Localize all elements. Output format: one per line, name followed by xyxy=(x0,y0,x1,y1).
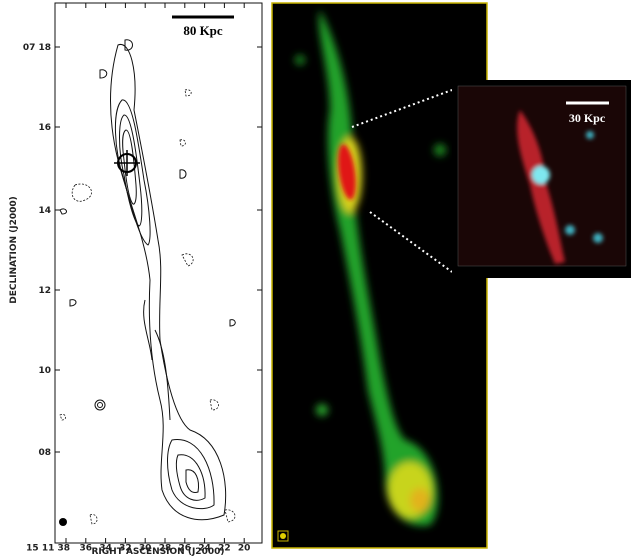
x-tick-label: 34 xyxy=(99,544,112,554)
x-tick-label: 28 xyxy=(159,544,172,554)
contour-panel: 80 Kpc DECLINATION (J2000) RIGHT ASCENSI… xyxy=(9,2,263,557)
y-axis-title: DECLINATION (J2000) xyxy=(9,196,19,304)
zoom-line xyxy=(369,211,453,273)
plot-frame xyxy=(54,2,263,544)
x-tick-label: 15 11 38 xyxy=(26,544,70,554)
x-tick-label: 20 xyxy=(238,544,251,554)
inset-scale-label: 30 Kpc xyxy=(569,111,606,125)
x-tick-label: 30 xyxy=(139,544,152,554)
ticks: 07 18 16 14 12 10 08 15 11 38 36 34 32 30 28 26 24 22 2… xyxy=(23,3,262,554)
inset-image: 30 Kpc xyxy=(452,80,631,278)
core-marker xyxy=(114,150,140,176)
x-tick-label: 32 xyxy=(119,544,132,554)
x-tick-label: 36 xyxy=(80,544,93,554)
x-tick-label: 22 xyxy=(218,544,231,554)
x-tick-label: 24 xyxy=(198,544,211,554)
y-tick-label: 14 xyxy=(38,206,51,216)
y-tick-label: 16 xyxy=(38,123,51,133)
beam xyxy=(59,518,67,526)
x-tick-label: 26 xyxy=(179,544,192,554)
y-tick-label: 10 xyxy=(38,366,51,376)
y-tick-label: 12 xyxy=(38,286,51,296)
x-axis-title: RIGHT ASCENSION (J2000) xyxy=(92,547,225,557)
radio-image xyxy=(271,2,488,549)
y-tick-label: 07 18 xyxy=(23,43,51,53)
y-tick-label: 08 xyxy=(38,448,51,458)
scale-bar-label: 80 Kpc xyxy=(183,23,223,38)
contours xyxy=(59,39,236,525)
